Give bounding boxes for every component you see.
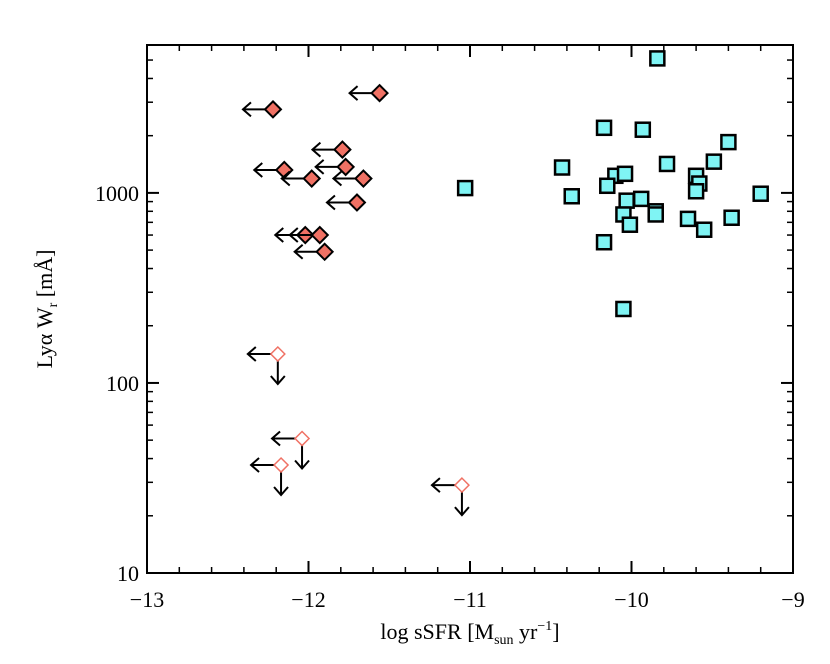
open-diamond-point: [272, 456, 290, 474]
arrow-left-head: [270, 430, 281, 447]
x-axis-label-sup: −1: [537, 619, 552, 634]
diamond-point: [263, 99, 283, 119]
square-point: [553, 159, 571, 176]
x-tick-label: −11: [453, 587, 487, 612]
x-axis-label-main: log sSFR [M: [380, 619, 494, 644]
y-tick-label: 1000: [95, 181, 139, 206]
arrow-left-head: [249, 457, 260, 473]
arrow-down-head: [270, 375, 286, 386]
square-point: [695, 221, 713, 238]
y-axis-label-sub: r: [46, 302, 61, 307]
square-point: [615, 300, 632, 318]
x-tick-label: −13: [130, 587, 164, 612]
square-point: [647, 206, 664, 223]
square-point: [649, 50, 666, 67]
arrow-left-head: [246, 346, 257, 362]
x-tick-label: −12: [291, 587, 325, 612]
plot-frame: [146, 44, 794, 574]
square-point: [687, 183, 705, 200]
y-axis-label: Lyα Wr [mÅ]: [32, 250, 61, 369]
square-point: [595, 233, 613, 251]
arrow-down-head: [273, 486, 289, 497]
arrow-left-head: [331, 170, 343, 187]
y-axis-label-main: Lyα W: [32, 307, 57, 368]
arrow-left-head: [293, 244, 304, 260]
arrow-left-head: [280, 170, 291, 187]
arrow-left-head: [273, 227, 284, 243]
diamond-point: [333, 140, 352, 159]
arrow-left-head: [314, 159, 325, 175]
ticks-layer: −13 −12 −11 −10 −9 10 100 1000: [95, 44, 805, 612]
arrow-left-head: [325, 194, 336, 211]
y-axis-label-end: [mÅ]: [32, 250, 57, 303]
x-axis-label-mid: yr: [514, 619, 539, 644]
square-point: [456, 179, 474, 197]
square-point: [679, 210, 697, 228]
diamond-point: [315, 242, 335, 262]
y-tick-label: 100: [106, 371, 139, 396]
points-layer: [241, 50, 769, 517]
square-point: [616, 165, 634, 183]
diamond-point: [353, 169, 373, 188]
square-point: [705, 153, 723, 170]
x-tick-label: −9: [781, 587, 804, 612]
arrow-down-head: [294, 459, 310, 471]
square-point: [595, 119, 613, 137]
square-point: [658, 155, 676, 173]
diamond-point: [347, 193, 367, 212]
open-diamond-point: [293, 430, 311, 447]
arrow-left-head: [288, 227, 299, 243]
diamond-point: [302, 169, 322, 188]
square-point: [632, 190, 650, 208]
square-point: [723, 209, 740, 226]
open-diamond-point: [453, 477, 470, 494]
square-point: [599, 177, 616, 195]
open-diamond-point: [269, 345, 286, 363]
x-axis-label-sub: sun: [494, 633, 513, 648]
square-point: [563, 188, 580, 205]
diamond-point: [336, 157, 356, 177]
x-axis-label: log sSFR [Msun yr−1]: [380, 619, 559, 648]
y-tick-label: 10: [117, 561, 139, 586]
arrow-left-head: [241, 101, 252, 118]
square-point: [752, 185, 769, 202]
diamond-point: [370, 83, 389, 103]
arrow-left-head: [252, 162, 263, 178]
square-point: [634, 121, 652, 138]
arrow-left-head: [348, 85, 359, 101]
diamond-point: [310, 225, 330, 245]
x-tick-label: −10: [614, 587, 648, 612]
square-point: [621, 216, 639, 233]
arrow-down-head: [454, 506, 470, 517]
arrow-left-head: [430, 477, 441, 493]
square-point: [618, 192, 635, 209]
square-point: [720, 133, 737, 151]
arrow-left-head: [310, 141, 322, 158]
x-axis-label-end: ]: [552, 619, 559, 644]
